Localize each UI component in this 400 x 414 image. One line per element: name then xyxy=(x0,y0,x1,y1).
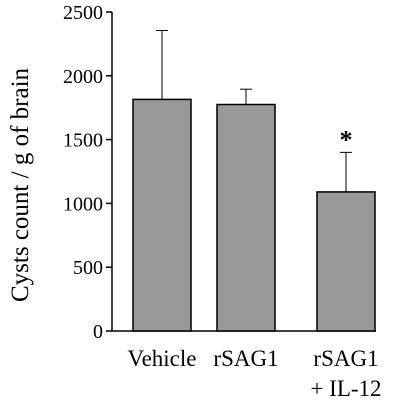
x-tick-label: rSAG1 xyxy=(213,346,278,371)
y-tick-label: 0 xyxy=(93,321,103,343)
y-tick-label: 500 xyxy=(73,257,103,279)
y-axis: 0 500 1000 1500 2000 2500 xyxy=(63,2,113,343)
x-tick-label: + IL-12 xyxy=(310,376,381,401)
y-axis-label: Cysts count / g of brain xyxy=(7,67,34,302)
x-tick-label: Vehicle xyxy=(128,346,197,371)
y-tick-label: 2500 xyxy=(63,2,103,24)
y-tick-label: 1500 xyxy=(63,130,103,152)
bar xyxy=(316,191,376,332)
bar xyxy=(132,98,192,332)
bar xyxy=(216,103,276,332)
labels: Vehicle rSAG1 * rSAG1 + IL-12 xyxy=(128,125,382,401)
y-tick-label: 2000 xyxy=(63,66,103,88)
x-tick-label: rSAG1 xyxy=(313,346,378,371)
error-bars xyxy=(156,30,352,192)
y-tick-label: 1000 xyxy=(63,193,103,215)
bars xyxy=(132,98,376,332)
significance-marker: * xyxy=(340,125,353,154)
